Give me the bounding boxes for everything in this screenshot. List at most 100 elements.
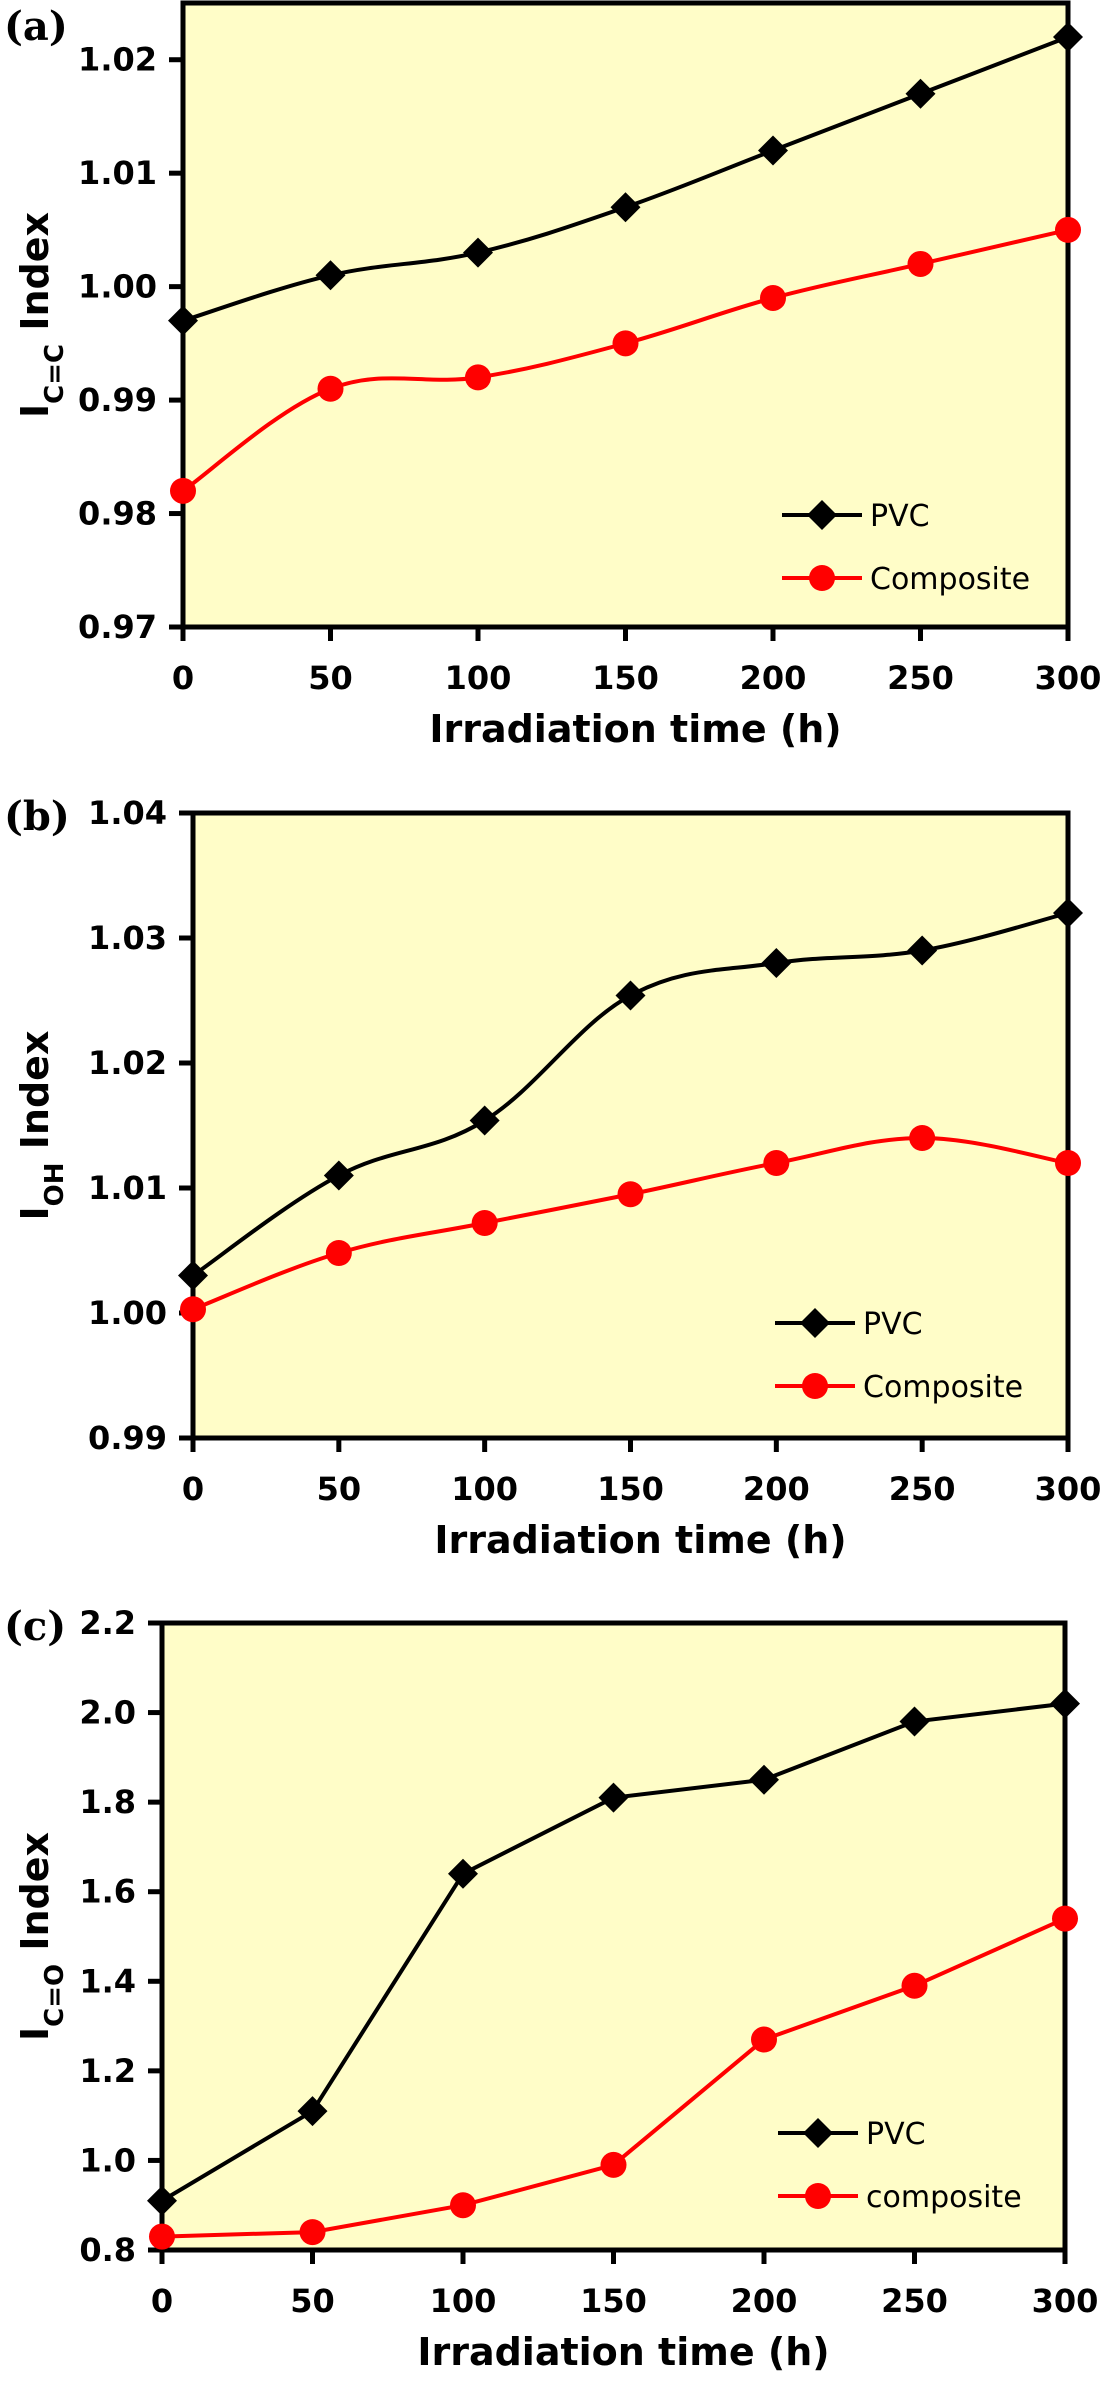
x-tick-label: 100: [430, 2282, 497, 2320]
data-point-composite: [170, 477, 196, 504]
data-point-composite: [763, 1150, 790, 1176]
data-point-composite: [1055, 1150, 1081, 1176]
x-tick-label: 200: [731, 2282, 798, 2320]
data-point-pvc: [323, 1160, 354, 1191]
data-point-pvc: [178, 1260, 208, 1291]
data-point-composite: [325, 1240, 352, 1266]
panel-label: (a): [4, 3, 68, 50]
data-point-composite: [1052, 1905, 1078, 1932]
legend: PVC Composite: [782, 499, 1030, 597]
x-tick-label: 100: [445, 659, 512, 697]
legend-marker-diamond-icon: [807, 500, 837, 530]
legend-marker-diamond-icon: [800, 1308, 830, 1338]
data-point-pvc: [1050, 1688, 1080, 1719]
legend-marker-circle-icon: [809, 565, 835, 591]
legend-marker-circle-icon: [802, 1373, 828, 1399]
data-point-composite: [760, 284, 786, 311]
data-point-pvc: [1053, 22, 1083, 53]
x-axis-title: Irradiation time (h): [429, 707, 841, 751]
x-axis-title: Irradiation time (h): [417, 2330, 829, 2374]
data-point-pvc: [1053, 898, 1083, 928]
y-tick-label: 1.2: [79, 2052, 136, 2090]
data-point-pvc: [610, 192, 641, 223]
y-tick-label: 0.99: [78, 381, 157, 419]
x-tick-label: 50: [308, 659, 353, 697]
y-axis-title: IC=O Index: [13, 1832, 70, 2041]
x-tick-label: 250: [887, 659, 954, 697]
legend-label: Composite: [870, 562, 1030, 597]
data-point-composite: [600, 2151, 627, 2178]
chart-panel-2: 0.8 1.0 1.2 1.4 1.6 1.8 2.0 2.2 0 50 100 150 200 250 3…: [4, 1603, 1098, 2374]
data-point-pvc: [469, 1105, 500, 1136]
series-markers-composite: [149, 1905, 1078, 2250]
y-tick-label: 1.02: [88, 1044, 167, 1082]
legend: PVC composite: [778, 2117, 1022, 2215]
y-tick-label: 1.6: [79, 1873, 136, 1911]
x-axis-title: Irradiation time (h): [434, 1518, 846, 1562]
data-point-composite: [751, 2026, 777, 2053]
x-tick-label: 300: [1035, 659, 1102, 697]
y-tick-label: 1.02: [78, 41, 157, 79]
series-markers-pvc: [168, 22, 1083, 336]
data-point-composite: [465, 364, 491, 391]
data-point-pvc: [907, 935, 938, 966]
legend-marker-diamond-icon: [803, 2118, 833, 2148]
data-point-composite: [901, 1972, 928, 1999]
panel-label: (b): [4, 793, 70, 840]
y-tick-label: 1.03: [88, 919, 167, 957]
legend-label: PVC: [866, 2117, 926, 2152]
x-tick-label: 150: [580, 2282, 647, 2320]
y-tick-label: 1.04: [88, 794, 167, 832]
panel-label: (c): [4, 1603, 66, 1650]
series-markers-composite: [170, 216, 1081, 504]
series-markers-pvc: [147, 1688, 1080, 2216]
data-point-pvc: [758, 135, 788, 166]
x-tick-label: 150: [592, 659, 659, 697]
x-tick-label: 50: [317, 1470, 362, 1508]
x-tick-label: 0: [151, 2282, 173, 2320]
data-point-pvc: [598, 1782, 629, 1813]
y-tick-label: 1.00: [78, 268, 157, 306]
x-tick-label: 150: [597, 1470, 664, 1508]
data-point-composite: [909, 1125, 936, 1151]
x-tick-label: 250: [889, 1470, 956, 1508]
data-point-composite: [612, 330, 639, 357]
data-point-composite: [1055, 216, 1081, 243]
y-axis-title: IC=C Index: [13, 212, 70, 418]
x-tick-label: 250: [881, 2282, 948, 2320]
data-point-composite: [617, 1181, 644, 1208]
x-tick-label: 300: [1035, 1470, 1102, 1508]
y-tick-label: 1.0: [79, 2141, 136, 2179]
y-tick-label: 0.97: [78, 608, 157, 646]
data-point-pvc: [761, 948, 792, 978]
data-point-pvc: [899, 1706, 930, 1737]
data-point-pvc: [905, 78, 936, 109]
data-point-composite: [907, 250, 934, 277]
legend-marker-circle-icon: [805, 2183, 831, 2209]
data-point-pvc: [463, 237, 493, 268]
y-tick-label: 2.0: [79, 1694, 136, 1732]
data-point-pvc: [168, 305, 198, 336]
y-tick-label: 2.2: [79, 1604, 136, 1642]
legend-label: PVC: [863, 1307, 923, 1342]
y-tick-label: 0.8: [79, 2231, 136, 2269]
y-tick-label: 0.99: [88, 1419, 167, 1457]
data-point-pvc: [147, 2185, 177, 2216]
y-tick-label: 1.01: [88, 1169, 167, 1207]
y-tick-label: 0.98: [78, 495, 157, 533]
chart-panel-0: 0.97 0.98 0.99 1.00 1.01 1.02 0 50 100 150 200 250 3…: [4, 0, 1102, 751]
data-point-composite: [450, 2192, 476, 2219]
legend: PVC Composite: [775, 1307, 1023, 1405]
plot-area: [180, 0, 1071, 630]
y-tick-label: 1.00: [88, 1294, 167, 1332]
legend-label: PVC: [870, 499, 930, 534]
data-point-pvc: [615, 980, 646, 1011]
legend-label: composite: [866, 2180, 1022, 2215]
data-point-composite: [149, 2223, 175, 2250]
x-tick-label: 200: [740, 659, 807, 697]
y-axis-title: IOH Index: [13, 1031, 70, 1221]
chart-panel-1: 0.99 1.00 1.01 1.02 1.03 1.04 0 50 100 150 200 250 3…: [4, 793, 1101, 1562]
data-point-pvc: [315, 260, 346, 291]
plot-area: [190, 810, 1071, 1441]
